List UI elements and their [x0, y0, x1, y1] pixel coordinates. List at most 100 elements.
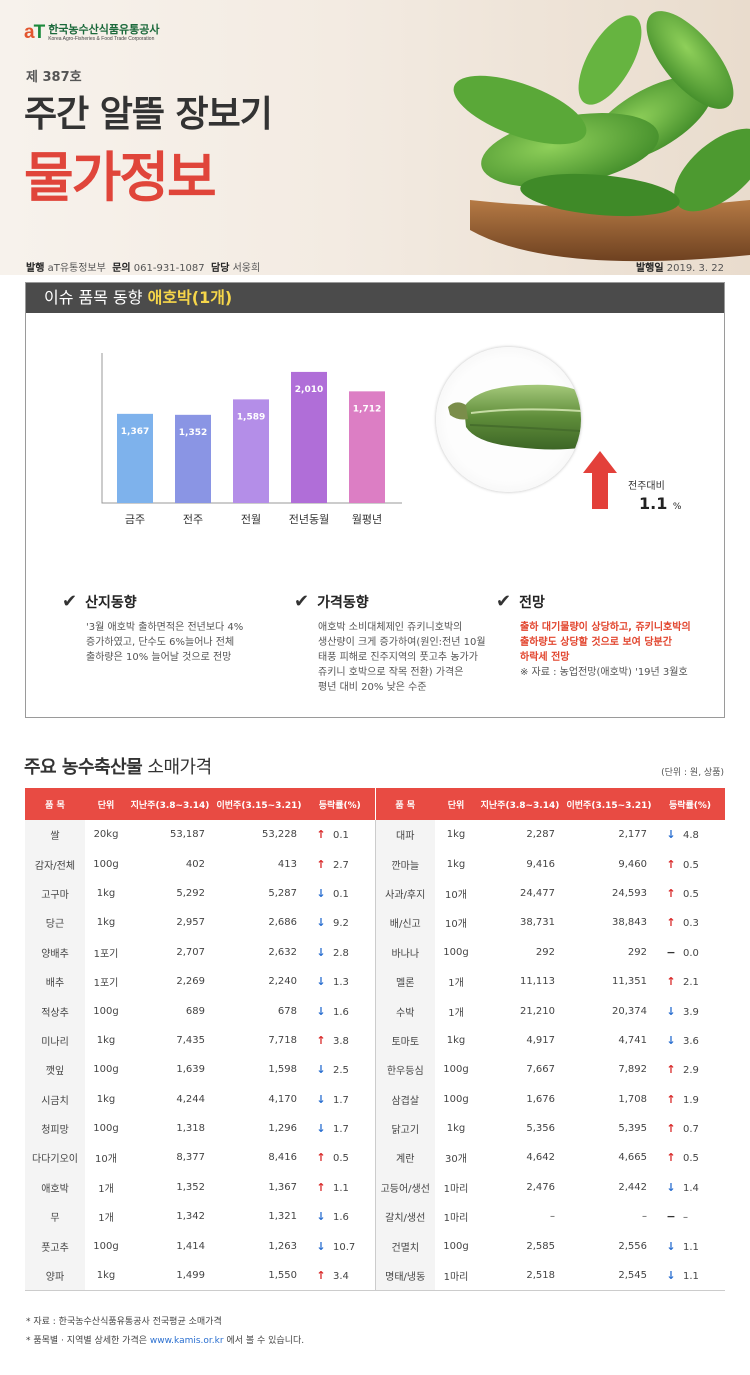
- change-rate-value: 3.8: [333, 1035, 349, 1047]
- table-row: 쌀 20kg 53,187 53,228 ↑ 0.1 대파 1kg 2,287 2,177 ↓ 4.8: [25, 820, 725, 850]
- down-arrow-icon: ↓: [666, 828, 676, 842]
- change-rate: ↑ 0.5: [305, 1143, 375, 1172]
- change-rate: ↑ 3.8: [305, 1026, 375, 1055]
- logo-mark: aT: [24, 22, 45, 44]
- change-rate: − –: [655, 1202, 725, 1231]
- price-trend-line: 생산량이 크게 증가하여(원인:전년 10월: [318, 637, 486, 648]
- change-rate: ↑ 0.1: [305, 820, 375, 849]
- item-name: 다다기오이: [25, 1143, 85, 1173]
- change-rate: ↓ 10.7: [305, 1231, 375, 1260]
- change-rate: ↓ 9.2: [305, 908, 375, 937]
- footer-source: * 자료 : 한국농수산식품유통공사 전국평균 소매가격: [26, 1317, 222, 1327]
- change-rate-value: 1.6: [333, 1006, 349, 1018]
- item-unit: 1개: [98, 1213, 114, 1225]
- item-unit: 100g: [443, 946, 469, 958]
- up-arrow-icon: ↑: [666, 1151, 676, 1165]
- item-name: 시금치: [25, 1084, 85, 1114]
- down-arrow-icon: ↓: [666, 1239, 676, 1253]
- last-week-price: 1,318: [176, 1123, 205, 1135]
- item-name: 명태/냉동: [374, 1260, 435, 1291]
- item-unit: 100g: [443, 1093, 469, 1105]
- last-week-price: 9,416: [526, 858, 555, 870]
- last-week-price: 38,731: [520, 917, 555, 929]
- item-unit: 1kg: [446, 858, 466, 870]
- this-week-price: 8,416: [268, 1152, 297, 1164]
- change-rate-value: 4.8: [683, 830, 699, 842]
- price-trend-title: 가격동향: [317, 594, 369, 611]
- change-rate: ↑ 2.9: [655, 1055, 725, 1084]
- supply-trend-line: 출하량은 10% 늘어날 것으로 전망: [86, 652, 232, 663]
- this-week-price: 2,442: [618, 1181, 647, 1193]
- down-arrow-icon: ↓: [316, 916, 326, 930]
- supply-trend-line: '3월 애호박 출하면적은 전년보다 4%: [86, 622, 244, 633]
- chart-bar: [175, 414, 211, 503]
- item-unit: 1개: [448, 978, 464, 990]
- last-week-price: 5,292: [176, 887, 205, 899]
- item-name: 배/신고: [374, 908, 435, 938]
- chart-data-label: 2,010: [295, 385, 323, 395]
- item-unit: 1kg: [446, 1123, 466, 1135]
- table-row: 적상추 100g 689 678 ↓ 1.6 수박 1개 21,210 20,374 ↓ 3.9: [25, 996, 725, 1026]
- item-unit: 1개: [98, 1183, 114, 1195]
- change-rate-value: 0.5: [683, 1153, 699, 1165]
- change-rate: ↑ 2.7: [305, 849, 375, 878]
- item-unit: 30개: [445, 1154, 467, 1166]
- outlook-text: 출하 대기물량이 상당하고, 쥬키니호박의 출하량도 상당할 것으로 보여 당분간…: [520, 620, 721, 665]
- change-rate: ↓ 1.1: [655, 1231, 725, 1260]
- this-week-price: 2,177: [618, 829, 647, 841]
- this-week-price: 2,686: [268, 917, 297, 929]
- last-week-price: 4,244: [176, 1093, 205, 1105]
- this-week-price: 20,374: [612, 1005, 647, 1017]
- last-week-price: 53,187: [170, 829, 205, 841]
- table-header-row: 품 목 단위 지난주(3.8~3.14) 이번주(3.15~3.21) 등락률(%) 품 …: [25, 788, 725, 820]
- column-header: 등락률(%): [655, 788, 725, 820]
- up-arrow-icon: ↑: [316, 1151, 326, 1165]
- up-arrow-icon: ↑: [666, 886, 676, 900]
- change-rate: ↑ 1.1: [305, 1173, 375, 1202]
- this-week-price: 678: [277, 1005, 297, 1017]
- this-week-price: 9,460: [618, 858, 647, 870]
- item-unit: 100g: [93, 858, 119, 870]
- change-rate: ↓ 4.8: [655, 820, 725, 849]
- item-name: 대파: [374, 820, 435, 850]
- change-rate-value: 0.7: [683, 1124, 699, 1136]
- change-rate: ↑ 0.5: [655, 849, 725, 878]
- up-arrow-icon: ↑: [666, 975, 676, 989]
- change-rate: ↑ 0.3: [655, 908, 725, 937]
- table-row: 풋고추 100g 1,414 1,263 ↓ 10.7 건멸치 100g 2,585 2,556 ↓…: [25, 1231, 725, 1261]
- change-rate-value: 0.5: [683, 888, 699, 900]
- this-week-price: 2,240: [268, 976, 297, 988]
- issue-header-label: 이슈 품목 동향: [44, 288, 143, 307]
- item-name: 무: [25, 1202, 85, 1232]
- publisher-value: aT유통정보부: [47, 263, 106, 274]
- contact-value: 061-931-1087: [133, 263, 205, 274]
- kamis-link[interactable]: www.kamis.or.kr: [149, 1336, 224, 1346]
- this-week-price: 1,321: [268, 1211, 297, 1223]
- last-week-price: 1,414: [176, 1240, 205, 1252]
- change-rate: ↓ 1.7: [305, 1085, 375, 1114]
- table-row: 청피망 100g 1,318 1,296 ↓ 1.7 닭고기 1kg 5,356 5,395 ↑ 0.…: [25, 1113, 725, 1144]
- down-arrow-icon: ↓: [316, 1092, 326, 1106]
- outlook-column: ✔ 전망 출하 대기물량이 상당하고, 쥬키니호박의 출하량도 상당할 것으로 보여…: [496, 591, 721, 680]
- last-week-price: 8,377: [176, 1152, 205, 1164]
- retail-price-table: 품 목 단위 지난주(3.8~3.14) 이번주(3.15~3.21) 등락률(%) 품 …: [25, 788, 725, 1291]
- last-week-price: 689: [185, 1005, 205, 1017]
- table-row: 시금치 1kg 4,244 4,170 ↓ 1.7 삼겹살 100g 1,676 1,708 ↑ 1.…: [25, 1084, 725, 1114]
- change-rate: ↑ 0.7: [655, 1114, 725, 1143]
- change-rate-value: 1.3: [333, 977, 349, 989]
- last-week-price: 4,642: [526, 1152, 555, 1164]
- table-row: 감자/전체 100g 402 413 ↑ 2.7 깐마늘 1kg 9,416 9,460 ↑ 0.5: [25, 849, 725, 879]
- page-title: 주간 알뜰 장보기: [24, 94, 273, 135]
- item-name: 토마토: [374, 1025, 435, 1056]
- this-week-price: 7,892: [618, 1064, 647, 1076]
- wow-number: 1.1: [639, 494, 668, 513]
- change-rate-value: 2.9: [683, 1065, 699, 1077]
- column-header: 단위: [85, 788, 127, 820]
- change-rate: ↓ 1.3: [305, 967, 375, 996]
- chart-category-label: 전월: [241, 513, 261, 526]
- item-name: 미나리: [25, 1025, 85, 1056]
- chart-data-label: 1,352: [179, 428, 207, 438]
- change-rate: ↓ 1.4: [655, 1173, 725, 1202]
- manager-value: 서웅희: [232, 263, 261, 274]
- up-arrow-icon: ↑: [666, 916, 676, 930]
